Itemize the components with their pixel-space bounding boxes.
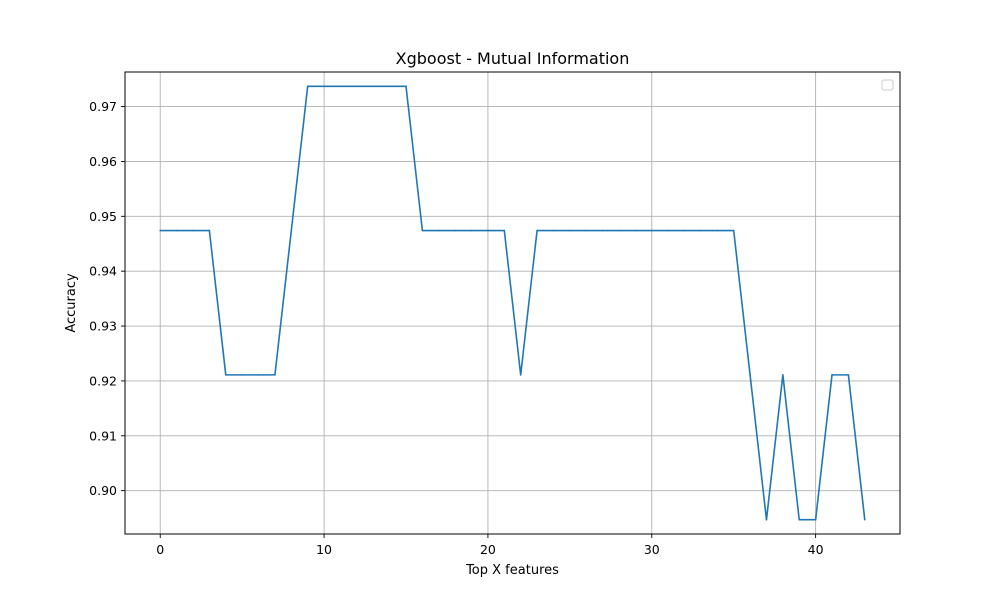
data-point <box>339 85 342 88</box>
data-point <box>241 374 243 376</box>
data-point <box>585 229 588 232</box>
data-point <box>323 85 325 88</box>
data-point <box>487 229 489 232</box>
data-point <box>700 229 702 232</box>
legend-box <box>881 79 894 91</box>
data-point <box>716 229 719 232</box>
data-point <box>650 229 653 232</box>
data-point <box>175 229 178 232</box>
data-point <box>503 229 506 232</box>
data-point <box>388 85 391 88</box>
data-point <box>454 229 456 232</box>
y-tick-label: 0.94 <box>89 264 117 279</box>
x-tick-label: 10 <box>316 542 332 557</box>
data-point <box>405 85 407 88</box>
y-axis-label: Accuracy <box>64 273 79 333</box>
data-point <box>552 229 555 232</box>
data-point <box>159 229 162 232</box>
series-line <box>160 85 866 521</box>
y-tick-label: 0.96 <box>89 154 117 169</box>
data-point <box>356 85 358 88</box>
data-point <box>306 85 309 88</box>
x-tick-label: 40 <box>808 542 824 557</box>
x-axis-label: Top X features <box>465 563 559 578</box>
y-tick-label: 0.97 <box>89 99 117 114</box>
data-point <box>208 229 211 232</box>
data-point <box>814 518 817 521</box>
axis-ticks: 0 10 20 30 40 0.90 0.91 0.92 0.93 0.94 0.95 0.96 0.9… <box>89 99 823 557</box>
data-point <box>536 229 538 232</box>
data-point <box>765 518 768 521</box>
legend <box>881 79 894 91</box>
plot-area-frame <box>124 71 901 535</box>
x-tick-label: 30 <box>644 542 660 557</box>
data-point <box>749 374 751 376</box>
data-point <box>274 374 276 376</box>
data-point <box>192 229 194 232</box>
data-point <box>798 518 801 521</box>
data-point <box>437 229 440 232</box>
data-point <box>732 229 735 232</box>
x-tick-label: 0 <box>156 542 164 557</box>
data-point <box>847 374 850 376</box>
data-point <box>634 229 637 232</box>
data-point <box>863 518 866 521</box>
data-point <box>290 229 293 232</box>
y-tick-label: 0.91 <box>89 428 117 443</box>
grid-lines <box>125 72 900 534</box>
data-point <box>519 374 522 376</box>
data-point <box>224 374 227 376</box>
y-tick-label: 0.92 <box>89 373 117 388</box>
data-point <box>257 374 260 376</box>
x-tick-label: 20 <box>480 542 496 557</box>
data-point <box>601 229 604 232</box>
data-point <box>372 85 375 88</box>
data-point <box>782 374 784 376</box>
data-point <box>421 229 424 232</box>
y-tick-label: 0.93 <box>89 319 117 334</box>
chart-title: Xgboost - Mutual Information <box>396 49 630 68</box>
data-point <box>831 374 833 376</box>
y-tick-label: 0.90 <box>89 483 117 498</box>
data-point <box>618 229 620 232</box>
data-point <box>470 229 473 232</box>
series-layer <box>159 85 866 521</box>
data-point <box>569 229 571 232</box>
data-point <box>667 229 669 232</box>
data-point <box>683 229 686 232</box>
y-tick-label: 0.95 <box>89 209 117 224</box>
